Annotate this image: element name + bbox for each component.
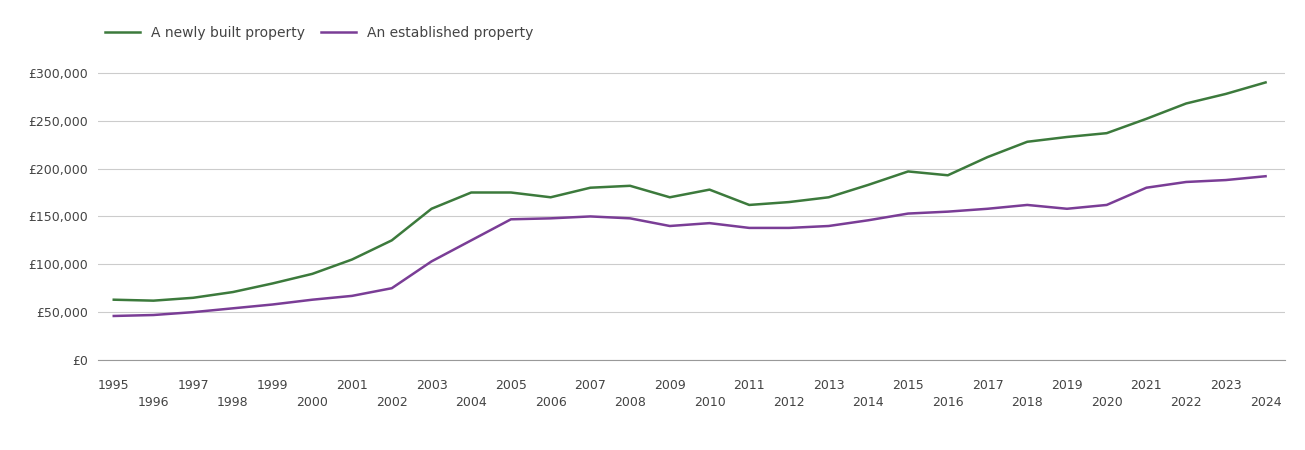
An established property [1060, 206, 1075, 211]
Text: 2022: 2022 [1171, 396, 1202, 409]
Text: 2009: 2009 [654, 379, 685, 392]
An established property [622, 216, 638, 221]
Text: 2001: 2001 [337, 379, 368, 392]
Text: 1997: 1997 [177, 379, 209, 392]
Line: A newly built property: A newly built property [114, 82, 1266, 301]
An established property [146, 312, 162, 318]
An established property [900, 211, 916, 216]
Text: 2008: 2008 [615, 396, 646, 409]
An established property [424, 259, 440, 264]
An established property [821, 223, 837, 229]
An established property [1178, 179, 1194, 184]
An established property [940, 209, 955, 214]
An established property [1258, 174, 1274, 179]
Text: 2006: 2006 [535, 396, 566, 409]
Text: 1995: 1995 [98, 379, 129, 392]
Text: 2007: 2007 [574, 379, 607, 392]
An established property [980, 206, 996, 211]
Line: An established property: An established property [114, 176, 1266, 316]
A newly built property [940, 172, 955, 178]
A newly built property [463, 190, 479, 195]
A newly built property [345, 257, 360, 262]
A newly built property [1019, 139, 1035, 144]
An established property [782, 225, 797, 230]
A newly built property [821, 194, 837, 200]
A newly built property [265, 281, 281, 286]
A newly built property [1178, 101, 1194, 106]
Legend: A newly built property, An established property: A newly built property, An established p… [104, 26, 534, 40]
A newly built property [224, 289, 240, 295]
A newly built property [860, 182, 876, 188]
Text: 1999: 1999 [257, 379, 288, 392]
Text: 2014: 2014 [852, 396, 885, 409]
Text: 2005: 2005 [495, 379, 527, 392]
Text: 2003: 2003 [415, 379, 448, 392]
A newly built property [702, 187, 718, 192]
An established property [741, 225, 757, 230]
Text: 2015: 2015 [893, 379, 924, 392]
A newly built property [980, 154, 996, 160]
An established property [463, 238, 479, 243]
An established property [1019, 202, 1035, 207]
A newly built property [146, 298, 162, 303]
An established property [702, 220, 718, 226]
A newly built property [543, 194, 559, 200]
Text: 1998: 1998 [217, 396, 249, 409]
Text: 2020: 2020 [1091, 396, 1122, 409]
An established property [1138, 185, 1154, 190]
Text: 2023: 2023 [1210, 379, 1241, 392]
A newly built property [1099, 130, 1114, 136]
Text: 2017: 2017 [972, 379, 1004, 392]
Text: 2011: 2011 [733, 379, 765, 392]
An established property [662, 223, 677, 229]
Text: 2013: 2013 [813, 379, 844, 392]
Text: 2019: 2019 [1051, 379, 1083, 392]
A newly built property [900, 169, 916, 174]
An established property [543, 216, 559, 221]
A newly built property [185, 295, 201, 301]
An established property [185, 310, 201, 315]
An established property [582, 214, 598, 219]
Text: 1996: 1996 [138, 396, 170, 409]
Text: 2024: 2024 [1250, 396, 1282, 409]
Text: 2018: 2018 [1011, 396, 1043, 409]
A newly built property [741, 202, 757, 207]
An established property [304, 297, 320, 302]
An established property [384, 285, 399, 291]
An established property [106, 313, 121, 319]
A newly built property [424, 206, 440, 211]
Text: 2021: 2021 [1130, 379, 1163, 392]
An established property [504, 216, 519, 222]
An established property [224, 306, 240, 311]
An established property [860, 217, 876, 223]
A newly built property [304, 271, 320, 277]
An established property [1099, 202, 1114, 207]
A newly built property [1060, 134, 1075, 140]
Text: 2002: 2002 [376, 396, 407, 409]
An established property [265, 302, 281, 307]
A newly built property [582, 185, 598, 190]
A newly built property [662, 194, 677, 200]
Text: 2016: 2016 [932, 396, 963, 409]
A newly built property [1218, 91, 1233, 97]
Text: 2012: 2012 [773, 396, 805, 409]
Text: 2004: 2004 [455, 396, 487, 409]
A newly built property [384, 238, 399, 243]
Text: 2000: 2000 [296, 396, 329, 409]
A newly built property [622, 183, 638, 189]
A newly built property [106, 297, 121, 302]
A newly built property [782, 199, 797, 205]
A newly built property [1138, 116, 1154, 122]
An established property [345, 293, 360, 298]
Text: 2010: 2010 [694, 396, 726, 409]
An established property [1218, 177, 1233, 183]
A newly built property [504, 190, 519, 195]
A newly built property [1258, 80, 1274, 85]
